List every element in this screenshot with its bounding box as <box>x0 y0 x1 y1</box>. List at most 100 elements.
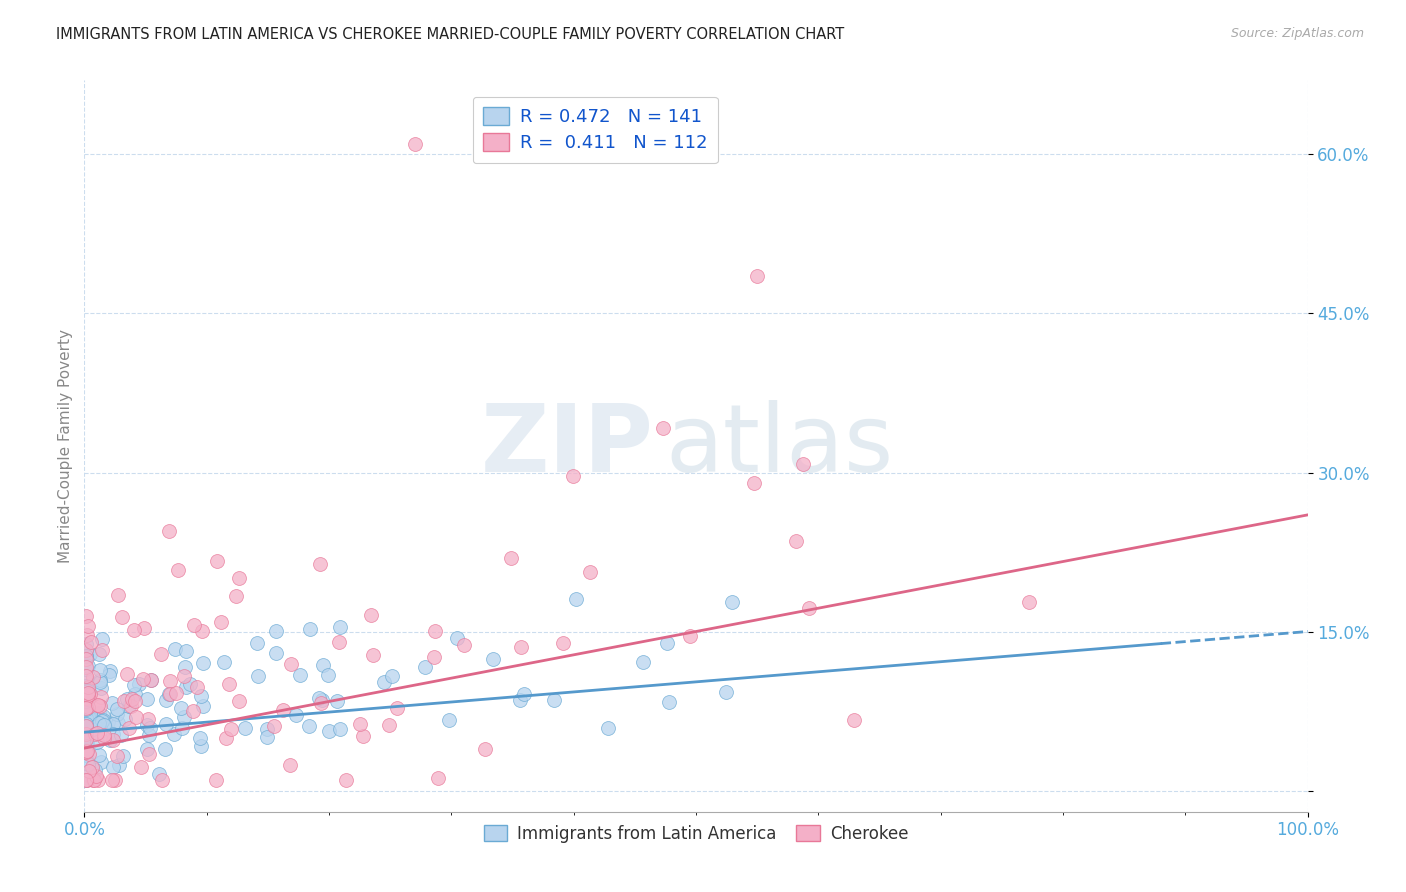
Y-axis label: Married-Couple Family Poverty: Married-Couple Family Poverty <box>58 329 73 563</box>
Point <box>318 724 340 739</box>
Point <box>86 698 108 712</box>
Point <box>138 747 160 762</box>
Point <box>190 739 212 753</box>
Point <box>183 704 205 718</box>
Point <box>100 772 122 787</box>
Point <box>75 662 97 676</box>
Point <box>75 701 97 715</box>
Point <box>170 700 193 714</box>
Point <box>75 702 97 716</box>
Point <box>77 680 100 694</box>
Point <box>75 726 97 740</box>
Point <box>183 617 205 632</box>
Point <box>352 730 374 744</box>
Point <box>308 690 330 705</box>
Point <box>205 772 228 787</box>
Point <box>86 712 108 726</box>
Point <box>233 721 256 735</box>
Point <box>427 771 450 785</box>
Point <box>77 756 100 771</box>
Point <box>90 755 112 769</box>
Point <box>385 700 408 714</box>
Point <box>86 726 108 740</box>
Point <box>191 657 214 671</box>
Point <box>82 670 104 684</box>
Point <box>329 620 352 634</box>
Point <box>148 767 170 781</box>
Point <box>228 693 250 707</box>
Point <box>89 699 111 714</box>
Point <box>75 672 97 686</box>
Point <box>170 721 193 735</box>
Point <box>93 731 115 746</box>
Point <box>98 732 121 747</box>
Point <box>75 731 97 745</box>
Point <box>75 694 97 708</box>
Point <box>75 690 97 705</box>
Point <box>75 683 97 698</box>
Point <box>84 763 107 777</box>
Point <box>75 719 97 733</box>
Point <box>288 668 311 682</box>
Point <box>174 644 197 658</box>
Point <box>79 764 101 778</box>
Point <box>76 681 98 695</box>
Point <box>76 772 98 787</box>
Point <box>75 772 97 787</box>
Point <box>155 717 177 731</box>
Point <box>509 693 531 707</box>
Point <box>842 714 865 728</box>
Text: ZIP: ZIP <box>481 400 654 492</box>
Point <box>714 685 737 699</box>
Point <box>149 648 172 662</box>
Point <box>373 675 395 690</box>
Point <box>90 681 112 695</box>
Point <box>214 731 236 745</box>
Point <box>75 648 97 663</box>
Point <box>263 719 285 733</box>
Point <box>90 714 112 729</box>
Point <box>90 690 112 704</box>
Point <box>136 717 159 731</box>
Point <box>118 721 141 735</box>
Point <box>157 524 180 538</box>
Point <box>256 730 278 744</box>
Point <box>121 691 143 706</box>
Point <box>132 673 155 687</box>
Point <box>84 769 107 783</box>
Point <box>91 709 114 723</box>
Point <box>122 678 145 692</box>
Point <box>135 692 157 706</box>
Legend: Immigrants from Latin America, Cherokee: Immigrants from Latin America, Cherokee <box>475 816 917 851</box>
Point <box>77 709 100 723</box>
Point <box>792 457 814 471</box>
Point <box>173 669 195 683</box>
Point <box>79 687 101 701</box>
Point <box>562 469 585 483</box>
Point <box>75 648 97 663</box>
Point <box>335 772 357 787</box>
Point <box>446 632 468 646</box>
Point <box>87 715 110 730</box>
Point <box>107 588 129 602</box>
Point <box>247 669 270 683</box>
Point <box>186 680 208 694</box>
Point <box>299 622 322 636</box>
Point <box>124 687 146 701</box>
Point <box>77 712 100 726</box>
Point <box>404 136 426 151</box>
Point <box>75 688 97 702</box>
Point <box>256 723 278 737</box>
Point <box>77 619 100 633</box>
Point <box>509 640 531 655</box>
Point <box>105 702 128 716</box>
Point <box>75 608 97 623</box>
Point <box>128 677 150 691</box>
Point <box>437 714 460 728</box>
Point <box>309 558 332 572</box>
Point <box>90 632 112 646</box>
Point <box>651 421 673 435</box>
Point <box>87 698 110 712</box>
Point <box>190 624 212 639</box>
Point <box>179 677 201 691</box>
